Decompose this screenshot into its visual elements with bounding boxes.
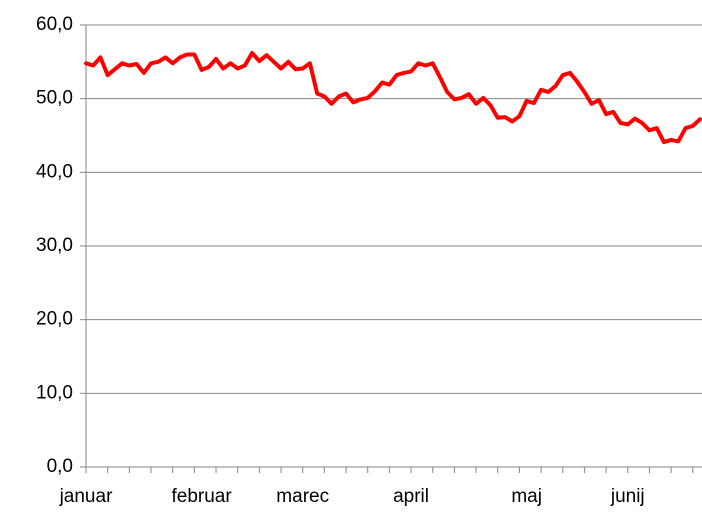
x-tick-label: junij: [610, 486, 645, 507]
y-tick-label: 20,0: [36, 309, 73, 330]
y-tick-label: 60,0: [36, 14, 73, 35]
y-tick-label: 40,0: [36, 161, 73, 182]
y-tick-label: 50,0: [36, 88, 73, 109]
x-tick-label: marec: [276, 486, 329, 507]
y-tick-label: 10,0: [36, 382, 73, 403]
x-tick-label: februar: [171, 486, 232, 507]
y-tick-label: 30,0: [36, 235, 73, 256]
x-tick-label: januar: [59, 486, 113, 507]
line-series: [84, 51, 702, 145]
y-tick-label: 0,0: [47, 456, 73, 477]
x-tick-label: maj: [511, 486, 542, 507]
x-tick-label: april: [393, 486, 429, 507]
